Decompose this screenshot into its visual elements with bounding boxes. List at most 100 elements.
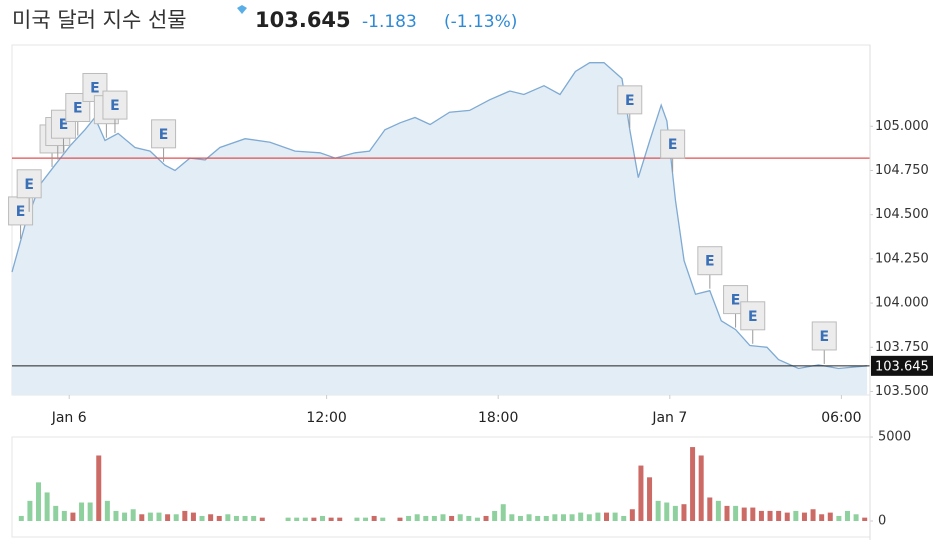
volume-bar [767, 510, 773, 521]
volume-bar [750, 507, 756, 521]
event-label: E [625, 93, 635, 109]
volume-bar [113, 510, 119, 521]
volume-tick-label: 0 [878, 514, 886, 529]
volume-bar [681, 504, 687, 521]
volume-bar [139, 514, 145, 521]
volume-bar [414, 514, 420, 521]
volume-bar [552, 514, 558, 521]
volume-bar [242, 515, 248, 521]
volume-bar [784, 512, 790, 521]
event-box [16, 169, 42, 199]
volume-bar [173, 514, 179, 521]
event-label: E [159, 127, 169, 143]
volume-bar [612, 512, 618, 521]
volume-bar [423, 515, 429, 521]
volume-bar [199, 515, 205, 521]
x-tick-label: Jan 7 [651, 410, 687, 426]
volume-bar [517, 515, 523, 521]
change: -1.183 [362, 12, 417, 32]
event-box [151, 119, 177, 149]
volume-bar [707, 497, 713, 521]
volume-bar [87, 502, 93, 521]
volume-bar [853, 514, 859, 521]
volume-bar [741, 507, 747, 521]
volume-bar [466, 515, 472, 521]
volume-bar [61, 510, 67, 521]
volume-bar [655, 500, 661, 521]
volume-bar [827, 512, 833, 521]
volume-bar [337, 517, 343, 521]
price-line [11, 62, 868, 370]
volume-bar [629, 509, 635, 521]
y-tick-label: 104.000 [875, 296, 929, 311]
volume-bar [104, 500, 110, 521]
x-tick-label: 18:00 [478, 410, 518, 426]
volume-bar [190, 512, 196, 521]
volume-bar [449, 515, 455, 521]
volume-frame [11, 436, 871, 538]
volume-bar [156, 512, 162, 521]
y-tick-label: 104.500 [875, 207, 929, 222]
volume-bar [810, 509, 816, 521]
volume-bar [165, 514, 171, 521]
volume-bar [586, 514, 592, 521]
volume-bar [216, 515, 222, 521]
volume-bar [130, 509, 136, 521]
volume-bar [182, 510, 188, 521]
event-label: E [668, 137, 678, 153]
volume-bar [18, 515, 24, 521]
volume-bar [96, 455, 102, 521]
volume-bar [53, 505, 59, 521]
event-box [740, 301, 766, 331]
volume-bar [285, 517, 291, 521]
volume-bar [793, 510, 799, 521]
y-tick-label: 104.250 [875, 251, 929, 266]
volume-bar [647, 477, 653, 521]
volume-bar [836, 515, 842, 521]
volume-bar [328, 517, 334, 521]
event-box [811, 321, 837, 351]
volume-bar [715, 500, 721, 521]
volume-bar [690, 447, 696, 521]
last-label: 103.645 [875, 359, 929, 374]
volume-bar [621, 515, 627, 521]
event-box [697, 246, 723, 276]
x-tick-label: Jan 6 [51, 410, 87, 426]
volume-tick-label: 5000 [878, 430, 911, 445]
volume-bar [474, 517, 480, 521]
y-tick-label: 104.750 [875, 163, 929, 178]
area [12, 62, 868, 395]
volume-bar [801, 512, 807, 521]
volume-bar [862, 517, 868, 521]
event-label: E [731, 293, 741, 309]
volume-bar [776, 510, 782, 521]
event-label: E [73, 100, 83, 116]
volume-bar [27, 500, 33, 521]
volume-bar [560, 514, 566, 521]
event-label: E [110, 98, 120, 114]
volume-bar [397, 517, 403, 521]
volume-bar [638, 465, 644, 521]
volume-bar [664, 502, 670, 521]
volume-bar [819, 514, 825, 521]
volume-bar [578, 512, 584, 521]
volume-bar [483, 515, 489, 521]
last-box [871, 355, 933, 376]
volume-bar [569, 514, 575, 521]
volume-bar [36, 482, 42, 521]
volume-bar [543, 515, 549, 521]
volume-bar [354, 517, 360, 521]
event-label: E [748, 309, 758, 325]
x-tick-label: 12:00 [306, 410, 346, 426]
volume-bar [500, 504, 506, 521]
volume-bar [406, 515, 412, 521]
event-label: E [59, 117, 69, 133]
event-box [8, 196, 34, 226]
volume-bar [724, 505, 730, 521]
volume-bar [70, 512, 76, 521]
volume-bar [844, 510, 850, 521]
volume-bar [758, 510, 764, 521]
volume-bar [233, 515, 239, 521]
volume-bar [698, 455, 704, 521]
